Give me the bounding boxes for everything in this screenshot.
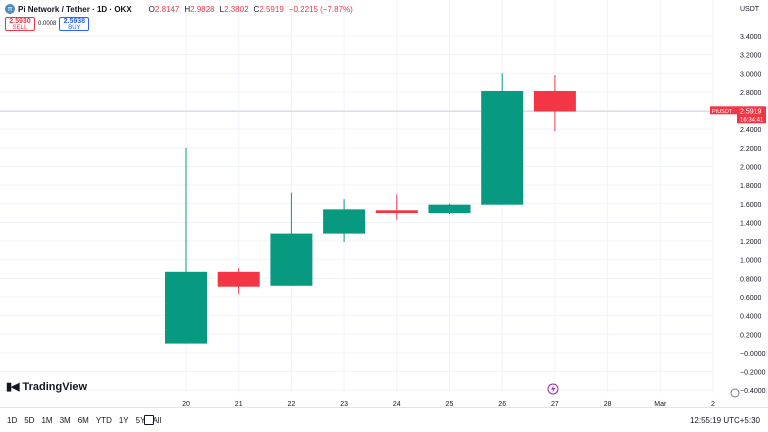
price-tag-bg [737, 106, 766, 124]
x-tick-label: 22 [288, 401, 296, 408]
close-value: 2.5919 [259, 4, 284, 14]
buy-label: BUY [68, 25, 81, 31]
high-label: H [184, 4, 191, 14]
x-tick-label: 28 [604, 401, 612, 408]
y-tick-label: 1.6000 [740, 202, 762, 209]
open-label: O [148, 4, 155, 14]
candle-body [165, 271, 207, 344]
timeframe-1m[interactable]: 1M [41, 416, 53, 425]
y-tick-label: −0.2000 [740, 370, 766, 377]
x-tick-label: 27 [551, 401, 559, 408]
x-tick-label: 26 [498, 401, 506, 408]
y-tick-label: 1.0000 [740, 258, 762, 265]
settings-gear-icon [730, 388, 740, 398]
trade-panel: 2.5930 SELL 0.0008 2.5938 BUY [5, 17, 90, 31]
bottom-toolbar: 1D 5D 1M 3M 6M YTD 1Y 5Y All 12:55:19 UTC+5:30 [0, 412, 768, 432]
timeframe-all[interactable]: All [152, 416, 162, 425]
timeframe-5y[interactable]: 5Y [135, 416, 146, 425]
x-tick-label: 23 [340, 401, 348, 408]
x-tick-label: 21 [235, 401, 243, 408]
y-tick-label: 3.4000 [740, 34, 762, 41]
price-tag-symbol-bg [710, 106, 738, 115]
x-tick-label: 20 [182, 401, 190, 408]
sell-button[interactable]: 2.5930 SELL [5, 17, 35, 31]
sell-price: 2.5930 [9, 18, 31, 25]
candle-body [428, 204, 471, 214]
buy-price: 2.5938 [63, 18, 86, 25]
candle-body [270, 233, 313, 286]
buy-button[interactable]: 2.5938 BUY [59, 17, 90, 31]
symbol-title[interactable]: Pi Network / Tether · 1D · OKX [18, 4, 132, 14]
y-tick-label: 3.0000 [740, 71, 762, 78]
tradingview-mark-icon: ▮◀ [6, 381, 19, 393]
clock[interactable]: 12:55:19 UTC+5:30 [689, 416, 760, 425]
timeframe-1d[interactable]: 1D [7, 416, 18, 425]
x-tick-label: Mar [654, 401, 667, 408]
y-tick-label: −0.0000 [740, 351, 766, 358]
calendar-icon[interactable] [144, 415, 154, 425]
y-tick-label: 2.2000 [740, 146, 762, 153]
timeframe-ytd[interactable]: YTD [95, 416, 112, 425]
low-label: L [219, 4, 225, 14]
spread-value: 0.0008 [38, 21, 57, 27]
symbol-legend: π Pi Network / Tether · 1D · OKX O 2.8147… [5, 4, 355, 14]
y-tick-label: −0.4000 [740, 388, 766, 395]
pi-network-icon: π [5, 4, 15, 14]
timeframe-3m[interactable]: 3M [59, 416, 71, 425]
candle-body [323, 209, 366, 234]
open-value: 2.8147 [154, 4, 180, 14]
y-tick-label: 2.4000 [740, 127, 762, 134]
y-tick-label: 1.4000 [740, 220, 762, 227]
y-tick-label: 0.2000 [740, 332, 762, 339]
timeframe-6m[interactable]: 6M [77, 416, 89, 425]
timeframe-5d[interactable]: 5D [24, 416, 35, 425]
high-value: 2.9828 [190, 4, 215, 14]
timeframe-selector: 1D 5D 1M 3M 6M YTD 1Y 5Y All [7, 416, 161, 425]
x-tick-label: 2 [711, 401, 715, 408]
change-value: −0.2215 (−7.87%) [288, 4, 353, 14]
timeframe-1y[interactable]: 1Y [118, 416, 129, 425]
y-tick-label: 2.8000 [740, 90, 762, 97]
tradingview-logo: ▮◀ TradingView [6, 380, 88, 394]
low-value: 2.3802 [224, 4, 249, 14]
sell-label: SELL [12, 25, 28, 31]
y-tick-label: 0.4000 [740, 314, 762, 321]
close-label: C [253, 4, 260, 14]
tradingview-brand: TradingView [22, 380, 88, 393]
y-tick-label: 1.2000 [740, 239, 762, 246]
y-tick-label: 1.8000 [740, 183, 762, 190]
price-scale-currency: USDT [740, 6, 760, 13]
y-tick-label: 3.2000 [740, 53, 762, 60]
x-tick-label: 24 [393, 401, 401, 408]
y-tick-label: 2.0000 [740, 164, 762, 171]
candlestick-chart[interactable]: −0.4000 −0.2000 −0.0000 0.2000 0.4000 0.6000 0… [0, 0, 768, 408]
y-tick-label: 0.8000 [740, 276, 762, 283]
price-tag-value: 2.5919 [740, 108, 762, 115]
x-tick-label: 25 [446, 401, 454, 408]
candle-body [217, 271, 260, 287]
candle-body [481, 90, 524, 205]
price-tag-countdown: 16:34:41 [740, 117, 764, 123]
price-tag-symbol: PIUSDT [712, 109, 733, 115]
divider [0, 407, 768, 408]
y-tick-label: 0.6000 [740, 295, 762, 302]
lightning-icon [551, 385, 556, 393]
candle-body [533, 90, 576, 112]
candle-body [375, 210, 418, 214]
